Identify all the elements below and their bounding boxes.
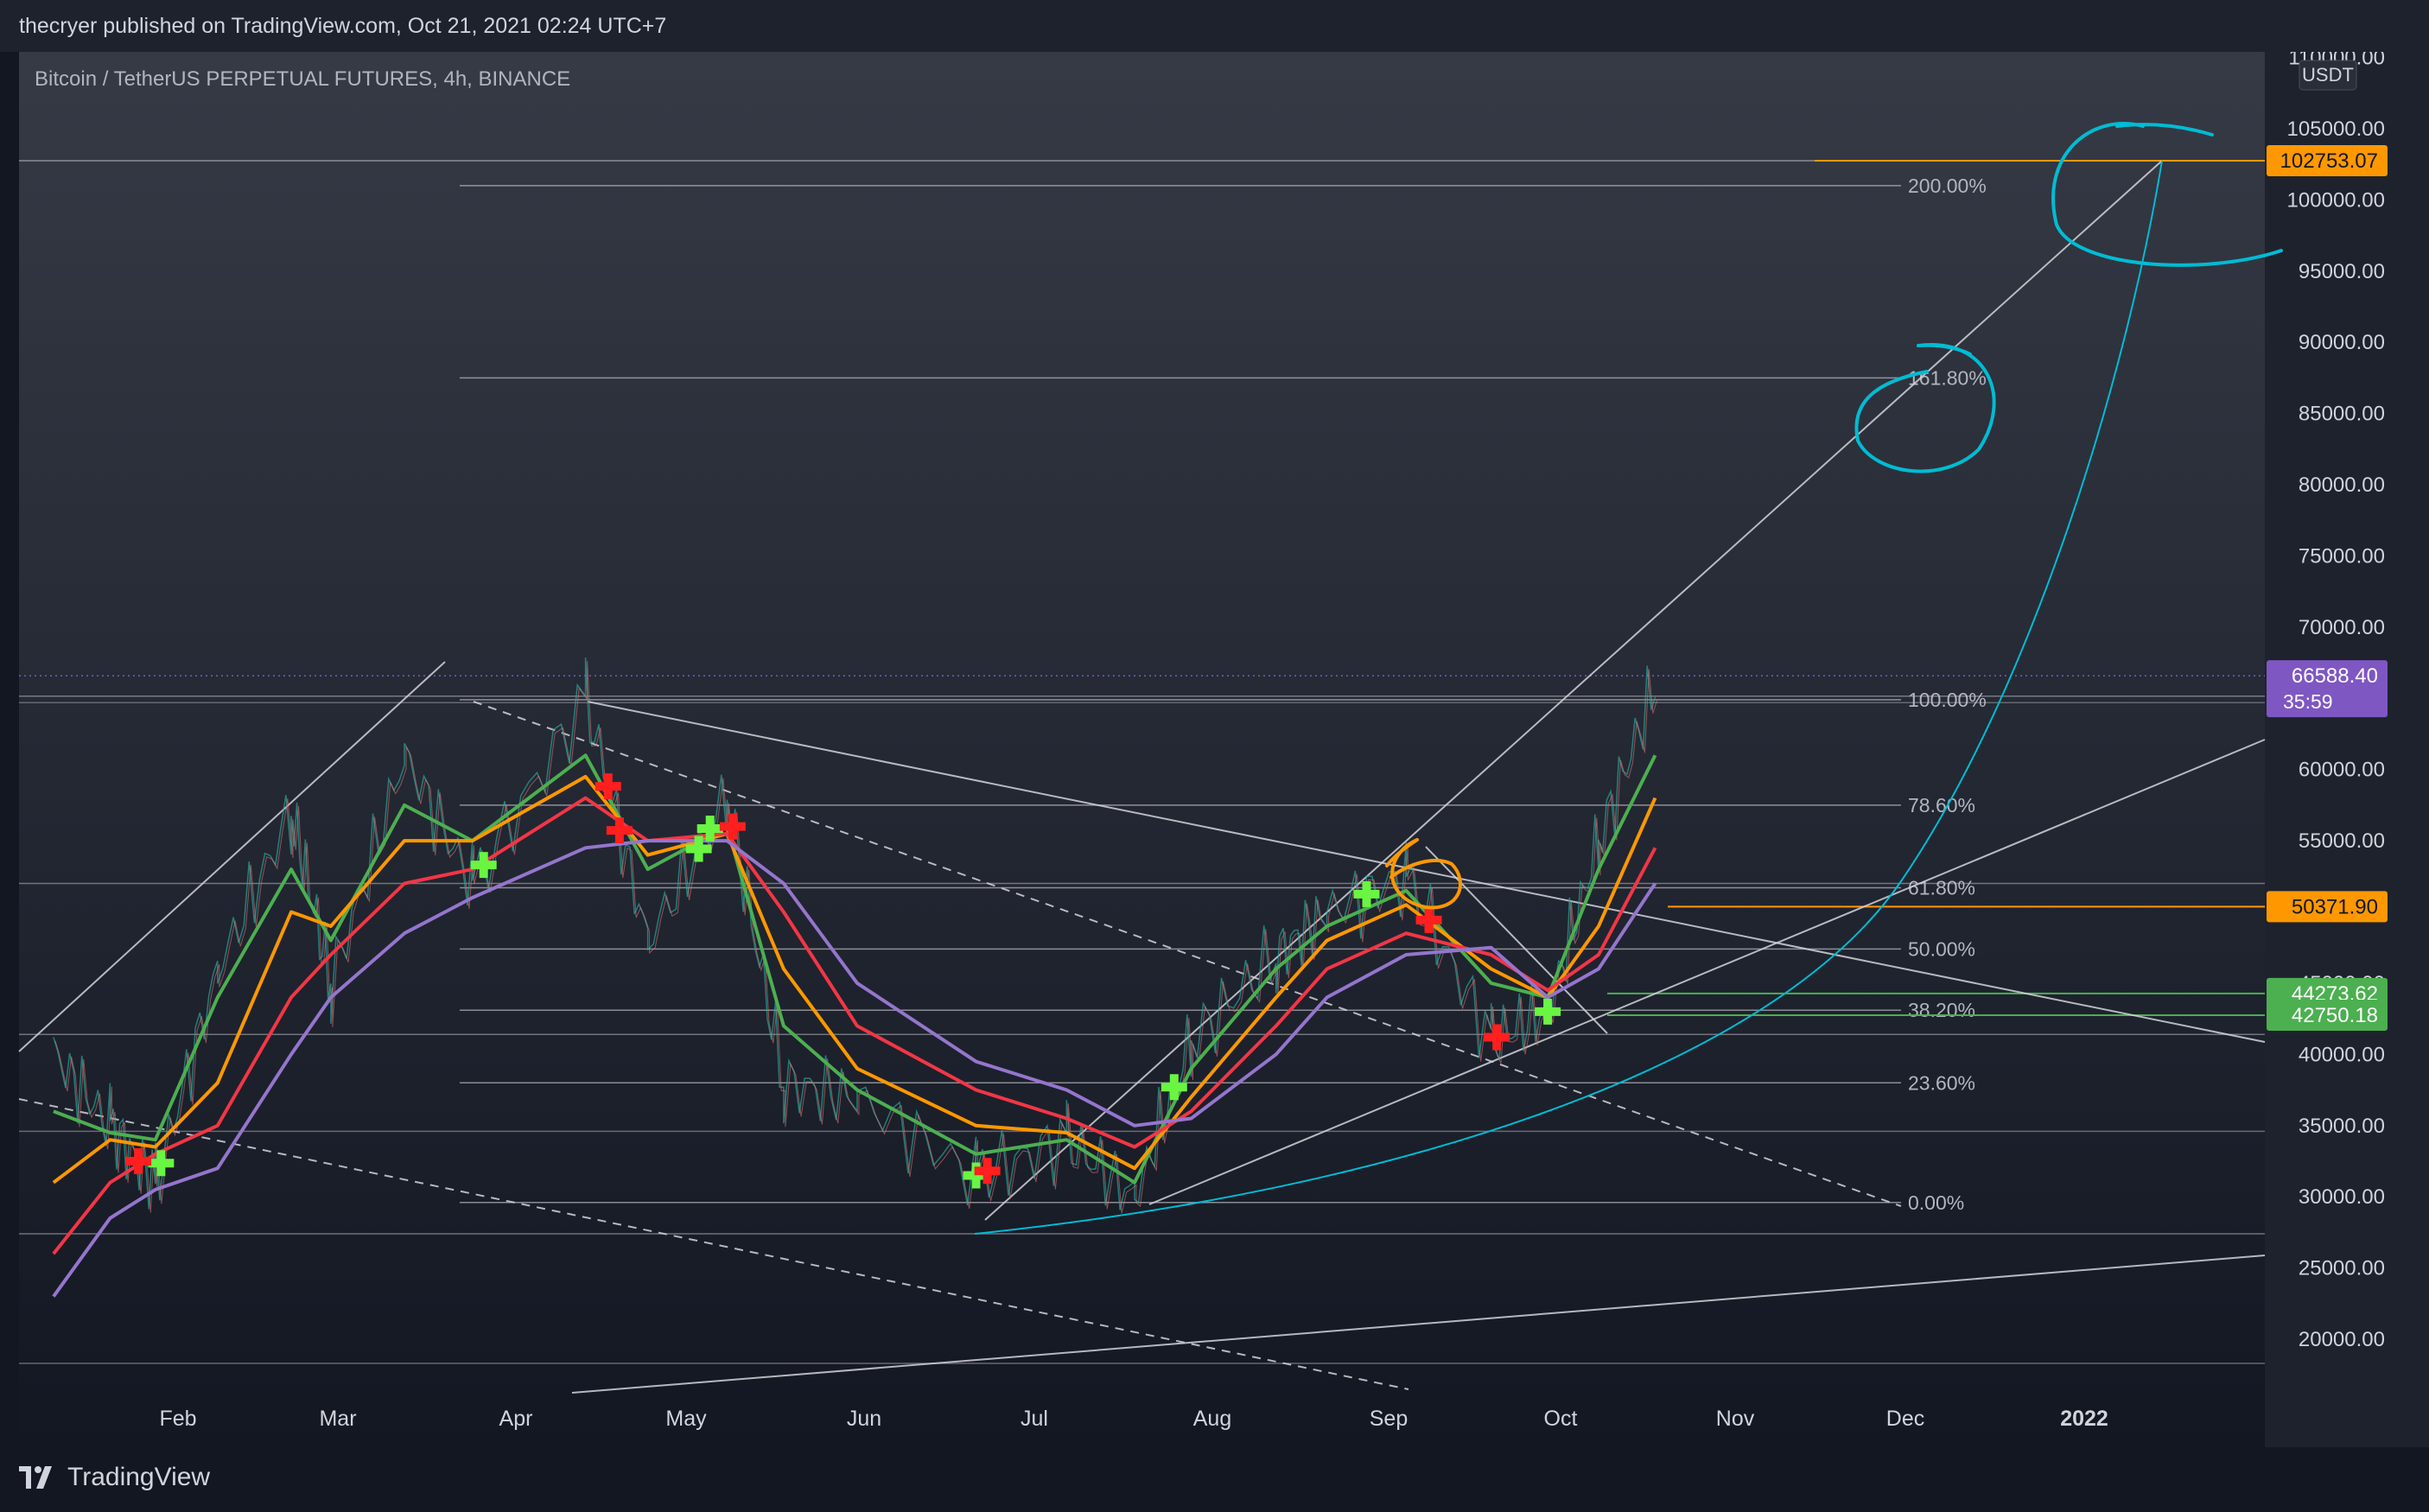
tradingview-logo-icon [19,1466,52,1489]
buy-signal-marker [148,1150,175,1177]
price-axis-background [2265,52,2429,1447]
y-axis-tick-label: 70000.00 [2299,616,2385,639]
price-tag: 42750.18 [2267,1000,2388,1032]
x-axis-tick-label: Apr [499,1407,533,1431]
tradingview-brand-text: TradingView [67,1463,211,1491]
buy-signal-marker [685,835,712,862]
publisher-header-text: thecryer published on TradingView.com, O… [19,14,667,38]
tradingview-logo[interactable]: TradingView [19,1463,210,1492]
sell-signal-marker [974,1158,1001,1185]
cyan-circle-annotation-target [2051,122,2283,267]
fib-level-label: 100.00% [1908,689,1987,711]
moving-average-line [52,839,1657,1298]
x-axis-tick-label: Jun [847,1407,881,1431]
publisher-header-bar: thecryer published on TradingView.com, O… [0,0,2429,52]
price-tag: 102753.07 [2267,144,2388,176]
fib-level-label: 61.80% [1908,876,1975,899]
y-axis-tick-label: 40000.00 [2299,1043,2385,1066]
arc-projection-line [974,160,2163,1235]
trendline-rising-left [18,661,446,1052]
moving-average-line [52,774,1657,1185]
price-tag-label: 102753.07 [2280,149,2378,173]
x-axis-tick-label: 2022 [2060,1407,2108,1431]
price-tag-box [2267,1000,2388,1032]
buy-signal-marker [1160,1074,1187,1101]
price-tag-box [2267,660,2388,718]
fib-level-label: 0.00% [1908,1191,1964,1214]
sell-signal-marker [606,817,633,844]
x-axis-tick-label: Sep [1370,1407,1408,1431]
x-axis-tick-label: Mar [319,1407,356,1431]
fib-level-label: 78.60% [1908,794,1975,816]
buy-signal-marker [696,815,723,842]
trendline-dashed-lower [18,1098,1409,1390]
sell-signal-marker [1415,906,1442,933]
y-axis-tick-label: 95000.00 [2299,260,2385,283]
y-axis-tick-label: 75000.00 [2299,544,2385,568]
price-tag: 50371.90 [2267,891,2388,923]
trendline-descending [587,701,2266,1043]
price-chart[interactable]: 200.00%161.80%100.00%78.60%61.80%50.00%3… [0,52,2429,1447]
sell-signal-marker [595,773,621,800]
buy-signal-marker [470,852,497,879]
sell-signal-marker [719,813,746,840]
price-tag-label: 42750.18 [2292,1004,2378,1027]
orange-circle-annotation [1385,838,1462,910]
trendline-long-base [571,1255,2266,1394]
y-axis-tick-label: 105000.00 [2287,118,2385,141]
y-axis-tick-label: 30000.00 [2299,1185,2385,1209]
trendline-dashed-upper [473,701,1902,1207]
fib-level-label: 38.20% [1908,999,1975,1021]
currency-badge[interactable]: USDT [2299,60,2357,91]
x-axis-tick-label: Dec [1886,1407,1924,1431]
fib-level-label: 50.00% [1908,937,1975,960]
x-axis-tick-label: Jul [1021,1407,1048,1431]
y-axis-tick-label: 80000.00 [2299,473,2385,497]
currency-label: USDT [2302,64,2354,86]
x-axis-tick-label: Feb [159,1407,196,1431]
fib-level-label: 23.60% [1908,1071,1975,1094]
sell-signal-marker [1484,1024,1510,1051]
moving-average-line [52,796,1657,1255]
buy-signal-marker [1353,880,1380,907]
footer-bar [0,1447,2429,1512]
sell-signal-marker [125,1147,152,1174]
y-axis-tick-label: 60000.00 [2299,759,2385,782]
chart-area[interactable]: 200.00% 161.80% 100.00% 78.60% 61.80% 50.00% 3… [0,52,2429,1447]
y-axis-tick-label: 90000.00 [2299,331,2385,354]
x-axis-tick-label: Nov [1716,1407,1755,1431]
price-tag-box [2267,144,2388,176]
cyan-circle-annotation-fib [1854,343,1996,473]
trendline-rising-lower [1148,739,2266,1205]
price-tag-label: 50371.90 [2292,895,2378,918]
y-axis-tick-label: 35000.00 [2299,1115,2385,1138]
buy-signal-marker [963,1162,989,1189]
chart-background [19,52,2265,1447]
y-axis-tick-label: 20000.00 [2299,1328,2385,1351]
x-axis-tick-label: May [665,1407,707,1431]
price-tag-box [2267,891,2388,923]
buy-signal-marker [1535,998,1561,1025]
price-tag-label: 66588.40 [2292,664,2378,688]
y-axis-tick-label: 100000.00 [2287,188,2385,212]
fib-level-label: 200.00% [1908,175,1987,197]
x-axis-tick-label: Oct [1544,1407,1578,1431]
trendline-rising-channel [984,160,2163,1221]
symbol-title: Bitcoin / TetherUS PERPETUAL FUTURES, 4h… [35,67,571,91]
y-axis-tick-label: 55000.00 [2299,829,2385,853]
y-axis-tick-label: 85000.00 [2299,403,2385,426]
x-axis-tick-label: Aug [1193,1407,1231,1431]
price-tag-countdown: 35:59 [2283,690,2333,713]
trendline-pullback [1425,846,1608,1034]
y-axis-tick-label: 25000.00 [2299,1257,2385,1280]
